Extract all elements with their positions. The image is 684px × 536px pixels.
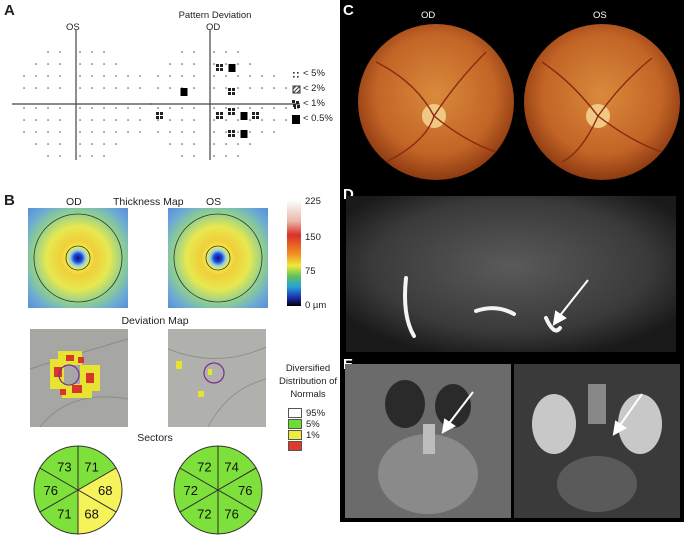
panel-a-letter: A <box>4 2 15 19</box>
legend-label: < 1% <box>303 98 325 109</box>
sector-value: 72 <box>183 483 197 498</box>
os-label-c: OS <box>593 10 607 21</box>
ddn-title: Diversified Distribution of Normals <box>278 363 338 400</box>
visual-field-legend: < 5% < 2% < 1% < 0.5% <box>292 68 342 128</box>
ddn-swatch-white <box>288 408 302 418</box>
visual-field-od <box>150 30 300 160</box>
legend-row-1: < 1% <box>292 98 342 113</box>
thickness-map-title: Thickness Map <box>113 196 184 208</box>
vf-defect-point <box>228 130 235 137</box>
ddn-swatch-red <box>288 441 302 451</box>
vf-defect-point <box>156 112 163 119</box>
mra-image <box>346 196 676 352</box>
sector-wedge <box>217 467 263 513</box>
ddn-label: 5% <box>306 419 320 430</box>
sector-wedge <box>179 445 219 491</box>
sector-value: 71 <box>57 507 71 522</box>
dense-symbol-icon <box>292 100 300 109</box>
sector-value: 72 <box>197 459 211 474</box>
deviation-map-od <box>29 329 129 428</box>
os-label-a: OS <box>66 22 80 33</box>
legend-row-2: < 2% <box>292 83 342 98</box>
sector-value: 68 <box>84 507 98 522</box>
scale-tick-0: 0 µm <box>305 300 327 311</box>
vf-defect-point <box>240 130 248 138</box>
ddn-swatch-green <box>288 419 302 429</box>
deviation-map-os <box>167 329 267 428</box>
mri-t1-image <box>345 364 511 518</box>
thickness-color-scale <box>287 200 301 306</box>
legend-row-05: < 0.5% <box>292 113 342 128</box>
arrow-icon <box>552 279 589 326</box>
deviation-map-title: Deviation Map <box>121 315 189 327</box>
sector-value: 76 <box>43 483 57 498</box>
vf-defect-point <box>252 112 259 119</box>
sector-wedge <box>33 467 80 513</box>
vf-defect-point <box>228 88 235 95</box>
sector-value: 72 <box>197 507 211 522</box>
vf-defect-point <box>180 88 188 96</box>
vf-defect-point <box>240 112 248 120</box>
sector-wedge <box>217 445 257 491</box>
legend-label: < 0.5% <box>303 113 333 124</box>
legend-label: < 5% <box>303 68 325 79</box>
sector-value: 73 <box>57 459 71 474</box>
fundus-photo-od <box>358 24 514 180</box>
mri-t2-image <box>514 364 680 518</box>
thickness-map-os <box>168 208 268 308</box>
sector-value: 68 <box>98 483 112 498</box>
ddn-label: 95% <box>306 408 326 419</box>
legend-label: < 2% <box>303 83 325 94</box>
od-label-a: OD <box>206 22 221 33</box>
scale-tick-225: 225 <box>305 196 321 207</box>
panel-d-letter: D <box>343 186 354 203</box>
scale-tick-150: 150 <box>305 232 321 243</box>
dot-symbol-icon <box>293 72 299 78</box>
legend-row-5: < 5% <box>292 68 342 83</box>
od-label-c: OD <box>421 10 436 21</box>
sector-value: 71 <box>84 459 98 474</box>
vf-defect-point <box>228 108 235 115</box>
visual-field-os <box>12 30 152 160</box>
panel-b-letter: B <box>4 192 15 209</box>
panel-c-letter: C <box>343 2 354 19</box>
arrow-icon <box>612 393 643 436</box>
vf-defect-point <box>216 112 223 119</box>
vf-defect-point <box>228 64 236 72</box>
sectors-title: Sectors <box>137 432 173 444</box>
ddn-label: 1% <box>306 430 320 441</box>
hatch-symbol-icon <box>292 85 301 94</box>
thickness-map-od <box>28 208 128 308</box>
sector-value: 76 <box>224 507 238 522</box>
arrow-icon <box>441 391 474 434</box>
fundus-photo-os <box>524 24 680 180</box>
scale-tick-75: 75 <box>305 266 316 277</box>
sector-wedge <box>77 445 117 491</box>
os-label-b: OS <box>206 196 222 208</box>
sector-value: 76 <box>238 483 252 498</box>
sector-wedge <box>173 467 220 513</box>
sector-wedge <box>77 467 123 513</box>
ddn-swatch-yellow <box>288 430 302 440</box>
sector-wedge <box>39 445 79 491</box>
pattern-deviation-title: Pattern Deviation <box>178 10 252 21</box>
od-label-b: OD <box>66 196 82 208</box>
solid-symbol-icon <box>292 115 300 124</box>
sector-value: 74 <box>224 459 238 474</box>
vf-defect-point <box>216 64 223 71</box>
